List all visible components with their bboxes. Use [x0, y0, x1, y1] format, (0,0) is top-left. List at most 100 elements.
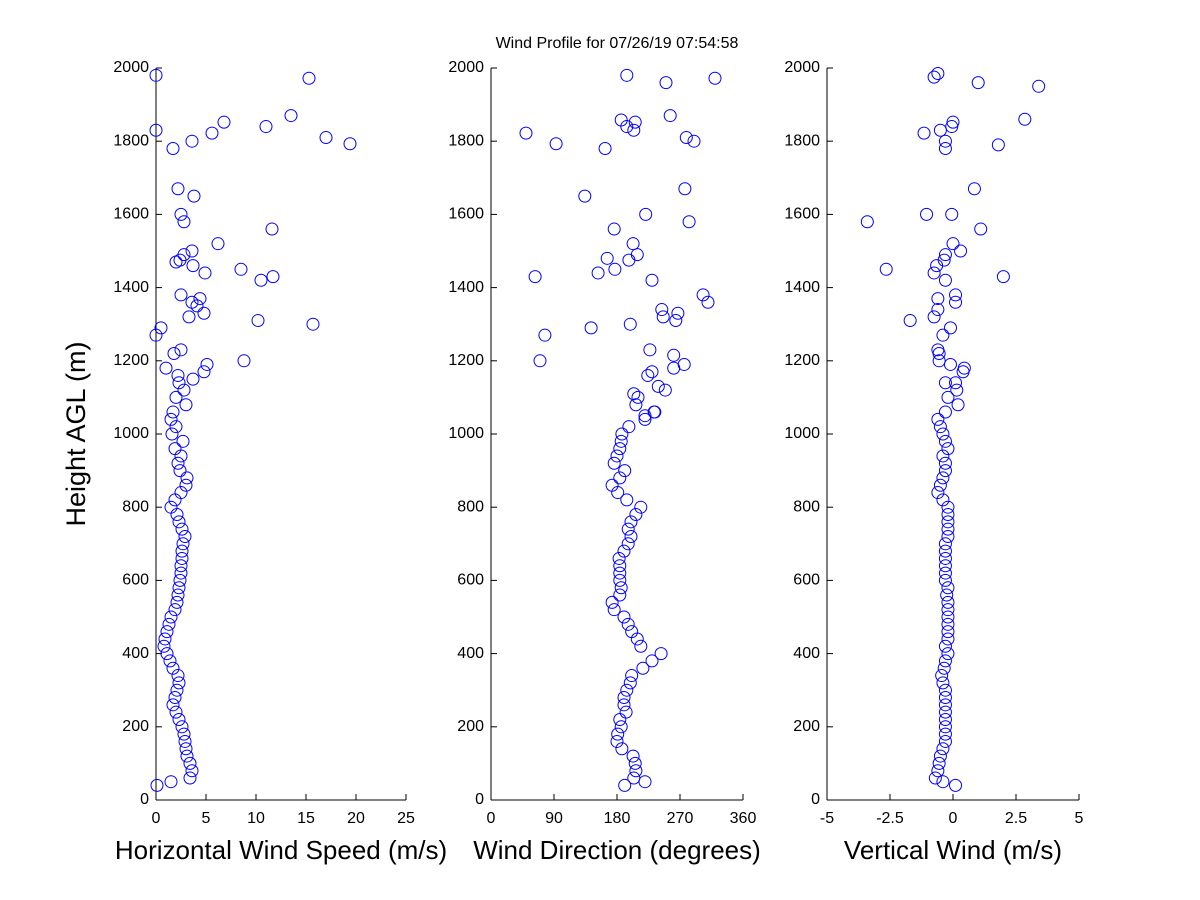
data-point: [149, 123, 163, 137]
data-point: [627, 771, 641, 785]
data-point: [938, 720, 952, 734]
y-tick-label: 0: [475, 791, 484, 808]
data-point: [528, 270, 542, 284]
x-tick-label: 10: [247, 810, 265, 827]
data-point: [538, 328, 552, 342]
y-tick-label: 1800: [784, 132, 820, 149]
data-point: [945, 207, 959, 221]
data-point: [933, 420, 947, 434]
data-point: [933, 749, 947, 763]
y-tick-label: 1200: [784, 352, 820, 369]
data-point: [651, 379, 665, 393]
data-point: [617, 544, 631, 558]
data-point: [938, 134, 952, 148]
data-point: [169, 705, 183, 719]
data-point: [621, 522, 635, 536]
data-point: [931, 412, 945, 426]
data-point: [175, 720, 189, 734]
data-point: [931, 486, 945, 500]
x-tick-label: 5: [1075, 810, 1084, 827]
data-point: [197, 306, 211, 320]
data-point: [265, 222, 279, 236]
data-point: [170, 683, 184, 697]
y-tick-label: 1000: [784, 425, 820, 442]
data-point: [941, 603, 955, 617]
data-point: [938, 537, 952, 551]
data-point: [205, 126, 219, 140]
data-point: [605, 478, 619, 492]
data-point: [634, 639, 648, 653]
data-point: [620, 120, 634, 134]
data-point: [931, 292, 945, 306]
data-point: [183, 771, 197, 785]
y-tick-label: 600: [457, 572, 484, 589]
data-point: [936, 471, 950, 485]
data-point: [629, 398, 643, 412]
data-point: [941, 529, 955, 543]
data-point: [938, 544, 952, 558]
data-point: [613, 588, 627, 602]
y-tick-label: 800: [457, 498, 484, 515]
data-point: [645, 273, 659, 287]
data-point: [254, 273, 268, 287]
data-point: [931, 343, 945, 357]
data-point: [622, 253, 636, 267]
data-point: [175, 522, 189, 536]
data-point: [159, 361, 173, 375]
data-point: [627, 123, 641, 137]
data-point: [180, 749, 194, 763]
data-point: [174, 559, 188, 573]
y-tick-label: 0: [811, 791, 820, 808]
data-point: [186, 259, 200, 273]
data-point: [319, 131, 333, 145]
data-point: [638, 412, 652, 426]
x-tick-label: 0: [949, 810, 958, 827]
data-point: [938, 273, 952, 287]
data-point: [173, 573, 187, 587]
y-tick-label: 400: [793, 645, 820, 662]
data-point: [879, 262, 893, 276]
data-point: [669, 314, 683, 328]
data-point: [168, 691, 182, 705]
data-point: [623, 317, 637, 331]
data-point: [938, 573, 952, 587]
data-point: [936, 742, 950, 756]
data-point: [163, 654, 177, 668]
data-point: [613, 471, 627, 485]
data-point: [941, 625, 955, 639]
data-point: [172, 712, 186, 726]
y-tick-label: 200: [122, 718, 149, 735]
data-point: [174, 343, 188, 357]
data-point: [624, 515, 638, 529]
data-point: [938, 559, 952, 573]
data-point: [177, 383, 191, 397]
data-point: [193, 292, 207, 306]
data-point: [658, 383, 672, 397]
data-point: [172, 581, 186, 595]
data-point: [615, 742, 629, 756]
data-point: [938, 654, 952, 668]
data-point: [266, 270, 280, 284]
data-point: [938, 551, 952, 565]
data-point: [936, 427, 950, 441]
data-point: [251, 314, 265, 328]
data-point: [284, 109, 298, 123]
y-tick-label: 800: [793, 498, 820, 515]
data-point: [343, 137, 357, 151]
data-point: [974, 222, 988, 236]
data-point: [937, 661, 951, 675]
data-point: [174, 207, 188, 221]
data-point: [617, 691, 631, 705]
data-point: [950, 383, 964, 397]
x-tick-label: 90: [545, 810, 563, 827]
data-point: [931, 303, 945, 317]
data-point: [967, 182, 981, 196]
data-point: [157, 639, 171, 653]
data-point: [941, 610, 955, 624]
data-point: [160, 625, 174, 639]
data-point: [182, 310, 196, 324]
data-point: [183, 756, 197, 770]
data-point: [611, 727, 625, 741]
data-point: [613, 559, 627, 573]
x-tick-label: 0: [487, 810, 496, 827]
